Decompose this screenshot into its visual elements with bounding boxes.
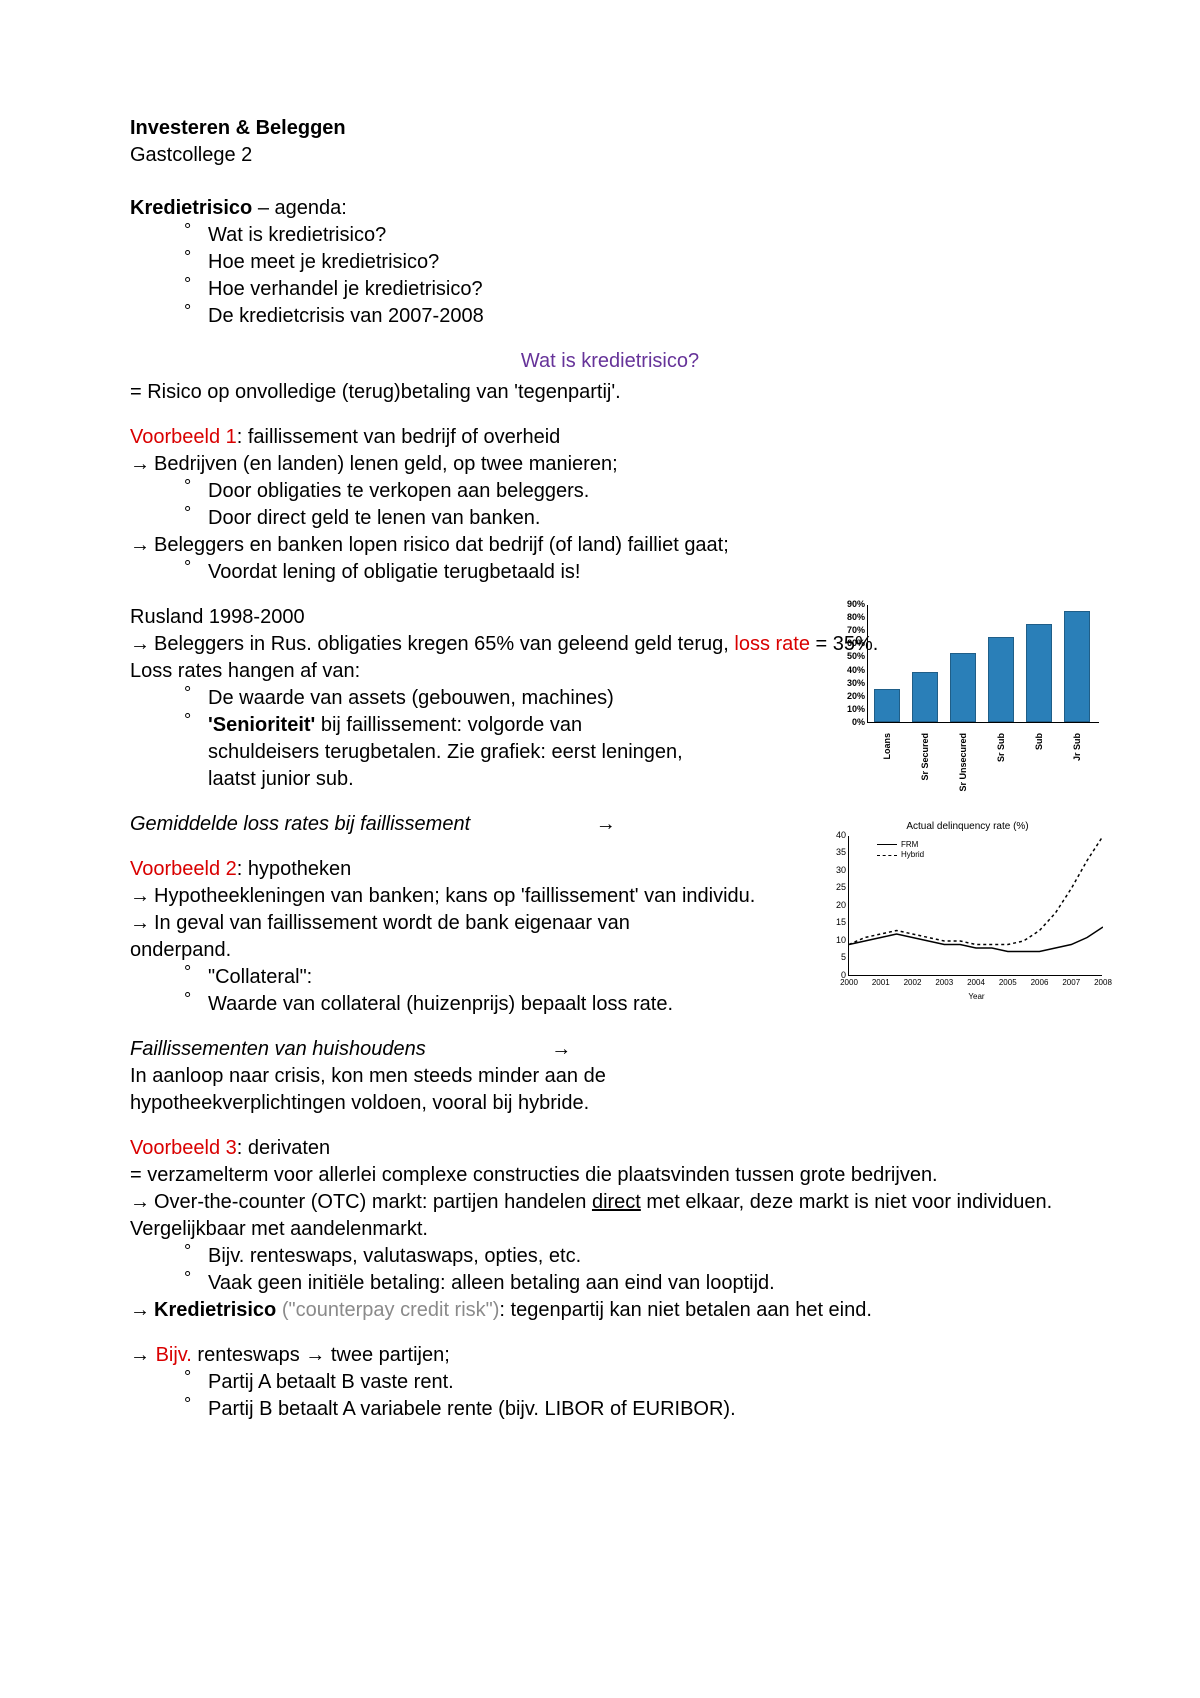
example1-label: Voorbeeld 1 [130, 426, 237, 448]
example2-line2: In geval van faillissement wordt de bank… [130, 910, 690, 964]
line-chart-plot: FRM Hybrid 40353025201510502000200120022… [848, 836, 1102, 976]
example3-otc: Over-the-counter (OTC) markt: partijen h… [130, 1189, 1090, 1243]
x-tick-label: Sr Unsecured [957, 733, 969, 792]
swap-list: Partij A betaalt B vaste rent. Partij B … [130, 1369, 1090, 1423]
bar [912, 672, 938, 722]
list-item: Partij B betaalt A variabele rente (bijv… [184, 1396, 1090, 1423]
fail-body: In aanloop naar crisis, kon men steeds m… [130, 1063, 690, 1117]
bar [874, 689, 900, 722]
arrow-icon: → [551, 1036, 571, 1063]
list-item: Bijv. renteswaps, valutaswaps, opties, e… [184, 1243, 1090, 1270]
swap-line: → Bijv. renteswaps → twee partijen; [130, 1342, 1090, 1369]
title-main: Investeren & Beleggen [130, 117, 346, 139]
example1-rest: : faillissement van bedrijf of overheid [237, 426, 561, 448]
list-item: Voordat lening of obligatie terugbetaald… [184, 559, 1090, 586]
kredietrisico-line: Kredietrisico ("counterpay credit risk")… [130, 1297, 1090, 1324]
page-subtitle: Gastcollege 2 [130, 142, 1090, 169]
page-title: Investeren & Beleggen [130, 115, 1090, 142]
bar [988, 637, 1014, 722]
example1-line1: Bedrijven (en landen) lenen geld, op twe… [130, 451, 1090, 478]
x-tick-label: Sub [1033, 733, 1045, 750]
x-tick-label: Jr Sub [1071, 733, 1083, 761]
agenda-heading: Kredietrisico – agenda: [130, 195, 1090, 222]
arrow-icon: → [596, 811, 616, 838]
delinquency-line-chart: Actual delinquency rate (%) FRM Hybrid 4… [830, 820, 1105, 1010]
bar-chart-plot [867, 605, 1099, 723]
list-item: 'Senioriteit' bij faillissement: volgord… [184, 712, 690, 793]
list-item: De kredietcrisis van 2007-2008 [184, 303, 1090, 330]
list-item: Hoe verhandel je kredietrisico? [184, 276, 1090, 303]
example3-def: = verzamelterm voor allerlei complexe co… [130, 1162, 1090, 1189]
definition-text: = Risico op onvolledige (terug)betaling … [130, 379, 1090, 406]
line-chart-title: Actual delinquency rate (%) [830, 820, 1105, 834]
list-item: Wat is kredietrisico? [184, 222, 1090, 249]
agenda-bold: Kredietrisico [130, 197, 252, 219]
x-tick-label: Loans [881, 733, 893, 760]
x-tick-label: Sr Secured [919, 733, 931, 781]
example3-sublist: Bijv. renteswaps, valutaswaps, opties, e… [130, 1243, 1090, 1297]
bar [1026, 624, 1052, 722]
agenda-rest: – agenda: [252, 197, 347, 219]
example1-sublist2: Voordat lening of obligatie terugbetaald… [130, 559, 1090, 586]
list-item: Door direct geld te lenen van banken. [184, 505, 1090, 532]
list-item: Partij A betaalt B vaste rent. [184, 1369, 1090, 1396]
example1-sublist1: Door obligaties te verkopen aan belegger… [130, 478, 1090, 532]
agenda-list: Wat is kredietrisico? Hoe meet je kredie… [130, 222, 1090, 330]
section-heading: Wat is kredietrisico? [130, 348, 1090, 375]
fail-title: Faillissementen van huishoudens → [130, 1036, 1090, 1063]
list-item: Vaak geen initiële betaling: alleen beta… [184, 1270, 1090, 1297]
example1-heading: Voorbeeld 1: faillissement van bedrijf o… [130, 424, 1090, 451]
depends-list: De waarde van assets (gebouwen, machines… [130, 685, 690, 793]
list-item: De waarde van assets (gebouwen, machines… [184, 685, 690, 712]
list-item: Hoe meet je kredietrisico? [184, 249, 1090, 276]
bar [1064, 611, 1090, 722]
example3-heading: Voorbeeld 3: derivaten [130, 1135, 1090, 1162]
list-item: Door obligaties te verkopen aan belegger… [184, 478, 1090, 505]
example1-line2: Beleggers en banken lopen risico dat bed… [130, 532, 1090, 559]
x-tick-label: Sr Sub [995, 733, 1007, 762]
bar [950, 653, 976, 722]
loss-rate-bar-chart: 90%80%70%60%50%40%30%20%10%0%LoansSr Sec… [835, 605, 1105, 805]
x-axis-label: Year [848, 992, 1105, 1003]
